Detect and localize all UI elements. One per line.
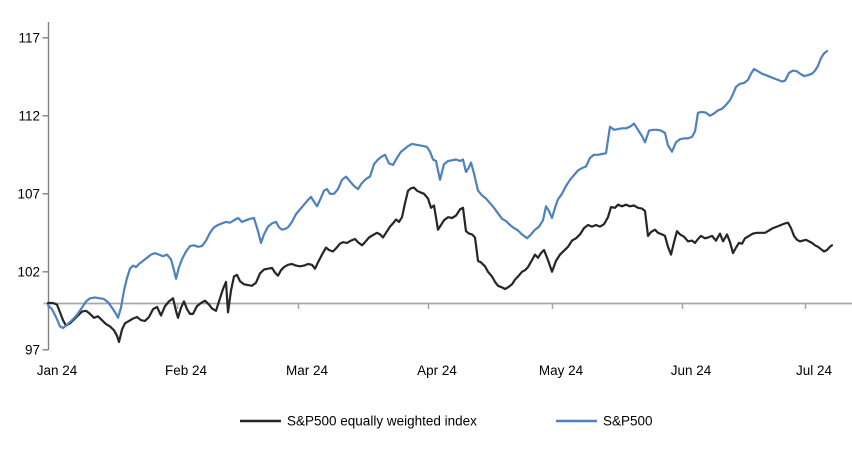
- x-label-5: Jun 24: [671, 363, 712, 378]
- x-label-4: May 24: [539, 363, 584, 378]
- legend-label-equal-weight: S&P500 equally weighted index: [287, 414, 477, 429]
- x-label-2: Mar 24: [286, 363, 329, 378]
- legend-label-sp500: S&P500: [603, 414, 653, 429]
- y-tick-label-97: 97: [25, 342, 40, 357]
- x-label-0: Jan 24: [37, 363, 78, 378]
- x-label-1: Feb 24: [165, 363, 208, 378]
- y-tick-label-102: 102: [17, 264, 40, 279]
- y-tick-label-117: 117: [18, 30, 40, 45]
- series-line-sp500: [46, 49, 829, 330]
- x-label-3: Apr 24: [417, 363, 457, 378]
- y-tick-label-112: 112: [18, 108, 40, 123]
- y-tick-label-107: 107: [17, 186, 40, 201]
- series-line-equal-weight: [46, 186, 834, 344]
- x-label-6: Jul 24: [796, 363, 833, 378]
